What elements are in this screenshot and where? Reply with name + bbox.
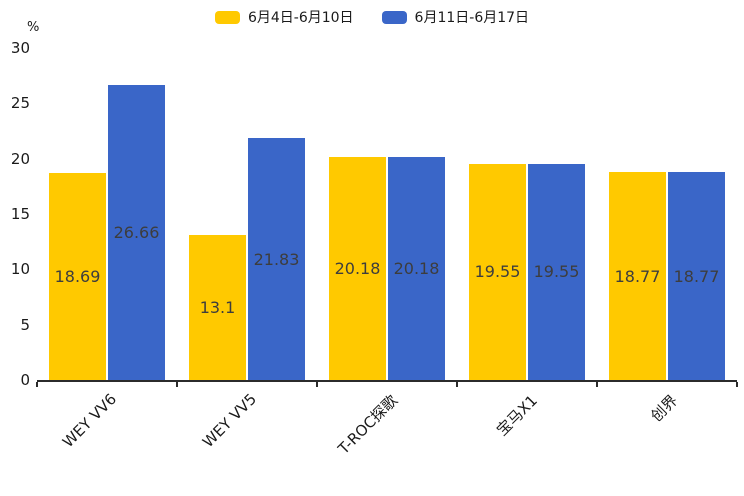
- y-axis-unit-label: %: [27, 20, 40, 35]
- bar-week2: 20.18: [388, 156, 445, 380]
- legend-swatch-week1: [214, 10, 240, 24]
- x-category-label: 创界: [647, 391, 682, 426]
- bar-week1: 20.18: [329, 156, 386, 380]
- x-tick-mark: [456, 382, 458, 387]
- bar-week2: 21.83: [248, 138, 305, 380]
- x-tick-mark: [736, 382, 738, 387]
- x-tick-mark: [316, 382, 318, 387]
- x-tick-mark: [596, 382, 598, 387]
- x-tick-mark: [36, 382, 38, 387]
- legend-label-week2: 6月11日-6月17日: [414, 10, 530, 26]
- bar-value-label: 19.55: [533, 262, 580, 282]
- legend: 6月4日-6月10日 6月11日-6月17日: [0, 7, 744, 27]
- legend-item-week1: 6月4日-6月10日: [214, 7, 354, 27]
- bar-value-label: 20.18: [334, 258, 381, 278]
- bar-value-label: 26.66: [113, 222, 160, 242]
- y-tick-label: 25: [10, 94, 30, 113]
- legend-swatch-week2: [381, 10, 407, 24]
- bar-value-label: 20.18: [393, 258, 440, 278]
- y-tick-label: 10: [10, 260, 30, 279]
- y-tick-label: 30: [10, 39, 30, 57]
- y-tick-label: 20: [10, 149, 30, 168]
- y-tick-label: 5: [20, 315, 30, 334]
- legend-item-week2: 6月11日-6月17日: [381, 7, 530, 27]
- bar-week2: 26.66: [108, 84, 165, 380]
- bar-value-label: 18.77: [614, 266, 661, 286]
- bar-value-label: 18.69: [54, 267, 101, 287]
- x-category-label: WEY VV6: [58, 390, 120, 452]
- x-category-label: 宝马X1: [493, 391, 542, 440]
- bar-value-label: 19.55: [474, 262, 521, 282]
- x-category-label: T-ROC探歌: [334, 391, 402, 458]
- bar-value-label: 13.1: [199, 298, 236, 317]
- bar-week2: 19.55: [528, 163, 585, 380]
- bar-value-label: 21.83: [253, 249, 300, 269]
- x-category-label: WEY VV5: [198, 390, 260, 452]
- bar-week1: 13.1: [189, 235, 246, 380]
- y-tick-label: 0: [20, 371, 30, 389]
- bar-week1: 19.55: [469, 163, 526, 380]
- x-axis-line: [37, 380, 737, 382]
- bar-value-label: 18.77: [673, 266, 720, 286]
- bar-week2: 18.77: [668, 172, 725, 380]
- legend-label-week1: 6月4日-6月10日: [247, 10, 354, 26]
- x-tick-mark: [176, 382, 178, 387]
- bar-week1: 18.69: [49, 173, 106, 380]
- bar-week1: 18.77: [609, 172, 666, 380]
- y-tick-label: 15: [10, 205, 30, 223]
